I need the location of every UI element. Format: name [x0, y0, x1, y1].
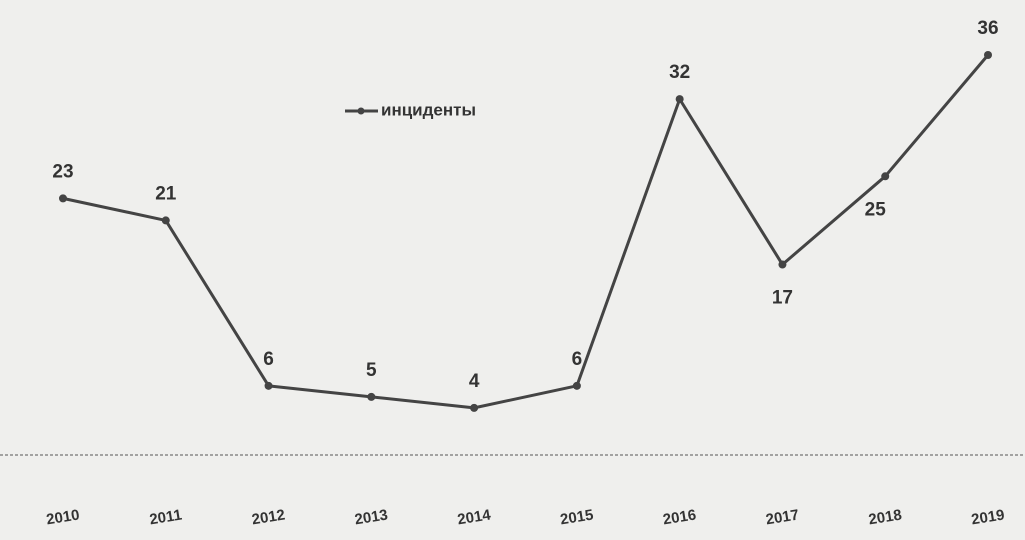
- point: [572, 381, 581, 390]
- x-tick-label: 2010: [45, 506, 81, 528]
- x-tick-label: 2012: [251, 506, 287, 528]
- data-label: 6: [263, 349, 274, 370]
- x-tick-label: 2016: [662, 506, 698, 528]
- point: [59, 194, 67, 203]
- x-tick-label: 2014: [456, 506, 492, 528]
- point: [675, 95, 684, 104]
- data-label: 6: [572, 349, 583, 370]
- data-label: 36: [977, 18, 998, 39]
- data-label: 21: [155, 183, 177, 204]
- x-tick-label: 2019: [970, 506, 1006, 528]
- data-label: 17: [772, 288, 793, 309]
- series-line: [62, 54, 990, 410]
- data-label: 5: [366, 360, 377, 381]
- point: [984, 51, 992, 59]
- point: [367, 392, 376, 401]
- data-label: 23: [52, 161, 73, 182]
- point: [778, 260, 787, 269]
- point: [881, 172, 890, 181]
- legend-label: инциденты: [381, 100, 476, 119]
- legend: инциденты: [345, 100, 476, 119]
- x-tick-label: 2011: [148, 507, 183, 529]
- x-tick-label: 2018: [867, 506, 903, 528]
- data-label: 32: [669, 62, 690, 83]
- x-tick-label: 2015: [559, 506, 595, 528]
- legend-marker: [357, 107, 365, 115]
- x-tick-label: 2017: [765, 506, 801, 528]
- data-label: 25: [865, 199, 887, 220]
- data-label: 4: [469, 371, 480, 392]
- x-tick-label: 2013: [353, 506, 389, 528]
- point: [161, 216, 170, 225]
- point: [264, 381, 273, 390]
- point: [470, 403, 479, 412]
